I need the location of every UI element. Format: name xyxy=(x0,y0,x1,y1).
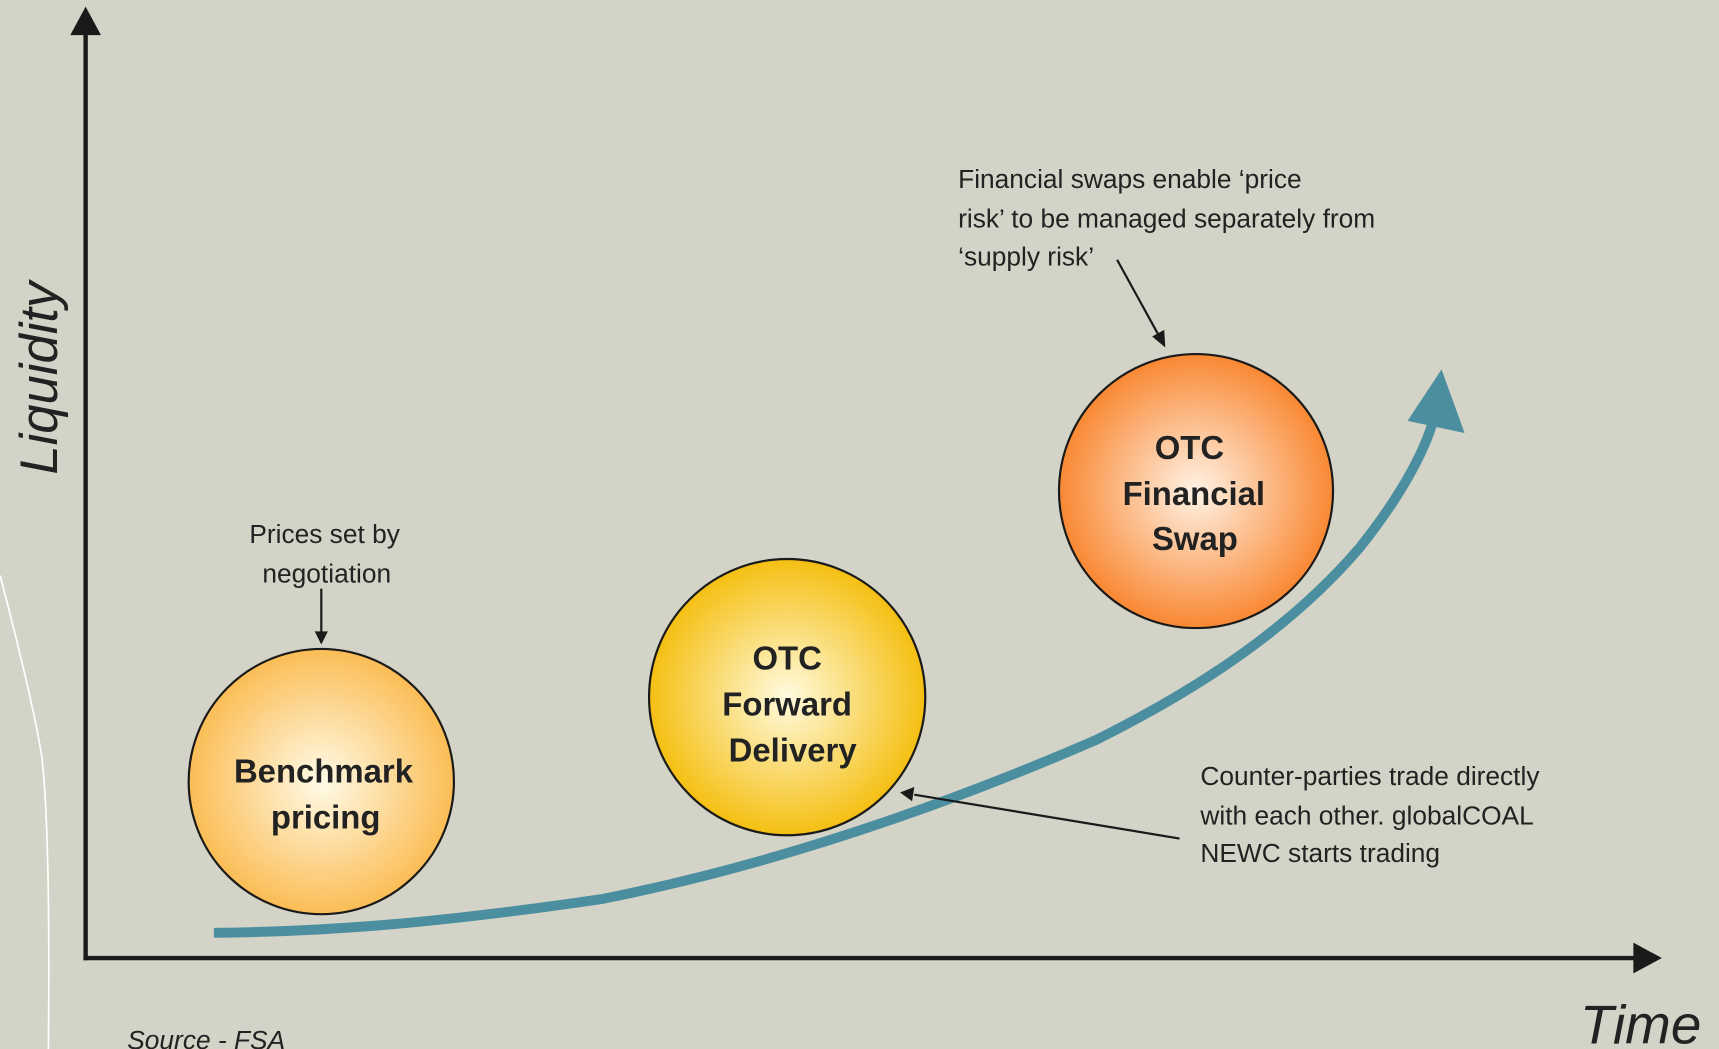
node-label: Benchmark xyxy=(234,753,414,790)
edge-line xyxy=(0,575,50,1049)
node-label: pricing xyxy=(271,799,381,836)
node-label: Financial xyxy=(1123,475,1266,512)
annotation: ‘supply risk’ xyxy=(958,242,1094,272)
node-label: Delivery xyxy=(729,732,858,769)
annotation: Counter-parties trade directly xyxy=(1200,761,1540,791)
annotation: risk’ to be managed separately from xyxy=(958,203,1375,233)
y-axis-arrow xyxy=(70,6,101,36)
x-axis-arrow xyxy=(1633,942,1662,974)
node-label: OTC xyxy=(752,640,821,677)
annotation: Prices set by xyxy=(249,519,400,549)
annotation-arrow xyxy=(1116,259,1160,336)
annotation: Financial swaps enable ‘price xyxy=(958,164,1302,194)
node-circle xyxy=(187,647,456,916)
annotation: with each other. globalCOAL xyxy=(1199,801,1533,831)
node-circle xyxy=(1057,352,1335,630)
annotation: negotiation xyxy=(262,558,391,588)
annotation-arrowhead xyxy=(314,631,328,645)
annotation-arrowhead xyxy=(1152,329,1166,348)
growth-curve xyxy=(213,417,1439,938)
annotation-arrow xyxy=(914,793,1180,840)
source-note: Source - FSA xyxy=(127,1025,285,1049)
y-axis-label: Liquidity xyxy=(10,279,69,475)
annotation: NEWC starts trading xyxy=(1200,838,1440,868)
node-label: OTC xyxy=(1155,429,1224,466)
node-circle xyxy=(647,557,927,837)
x-axis-label: Time xyxy=(1580,994,1701,1049)
node-label: Swap xyxy=(1152,520,1238,557)
node-label: Forward xyxy=(722,686,852,723)
annotation-arrowhead xyxy=(900,787,915,802)
growth-arrow xyxy=(1407,369,1465,433)
